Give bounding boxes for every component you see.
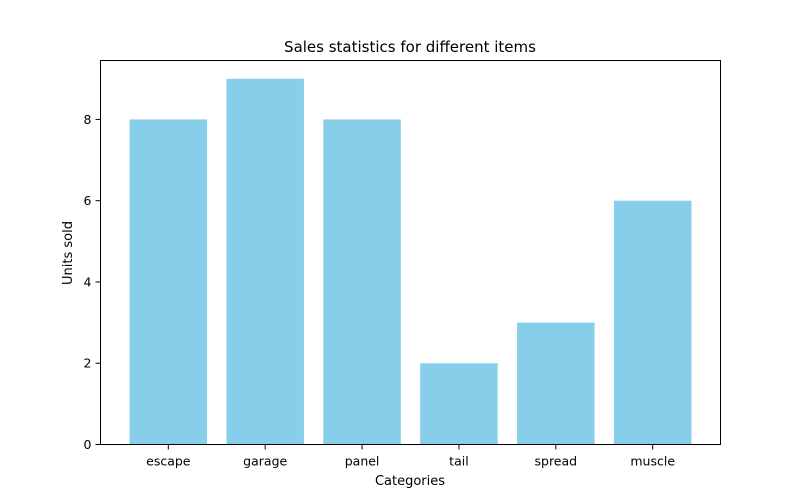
x-tick-label-spread: spread xyxy=(535,454,578,469)
chart-title: Sales statistics for different items xyxy=(284,38,536,56)
bar-spread xyxy=(517,322,595,445)
plot-frame xyxy=(100,60,721,445)
bars-group xyxy=(129,78,692,445)
x-tick-label-muscle: muscle xyxy=(630,454,675,469)
y-axis-ticks: 0 2 4 6 8 xyxy=(84,112,101,452)
bar-panel xyxy=(323,119,401,445)
y-axis-label: Units sold xyxy=(61,221,76,285)
x-axis-label: Categories xyxy=(375,474,445,489)
y-tick-label-8: 8 xyxy=(84,112,92,127)
y-tick-label-2: 2 xyxy=(84,356,92,371)
y-tick-label-0: 0 xyxy=(84,437,92,452)
x-tick-label-escape: escape xyxy=(146,454,191,469)
x-tick-label-garage: garage xyxy=(243,454,287,469)
bar-muscle xyxy=(613,200,692,445)
y-tick-label-6: 6 xyxy=(84,193,92,208)
x-tick-label-tail: tail xyxy=(449,454,469,469)
bar-escape xyxy=(129,119,208,445)
x-tick-label-panel: panel xyxy=(345,454,380,469)
y-tick-label-4: 4 xyxy=(84,274,92,289)
bar-garage xyxy=(226,78,304,445)
bar-tail xyxy=(420,363,498,445)
x-axis-ticks: escape garage panel tail spread muscle xyxy=(146,444,675,469)
